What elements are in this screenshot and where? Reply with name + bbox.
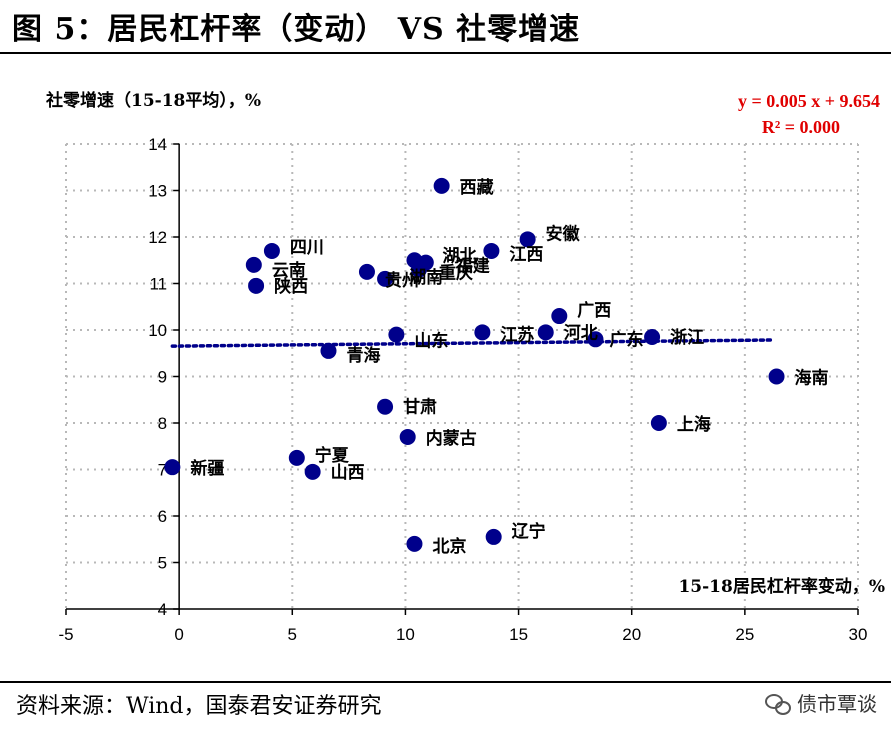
point-label: 安徽	[546, 223, 581, 244]
point-label: 青海	[346, 345, 380, 366]
point-江苏	[474, 324, 491, 341]
point-新疆	[164, 459, 181, 476]
points-layer	[164, 177, 785, 552]
x-tick-label: 10	[396, 625, 415, 644]
y-tick-label: 11	[149, 275, 167, 294]
brand: 债市覃谈	[765, 688, 877, 717]
axes: -5 0 5 10 15 20 25 30 4 5 6 7 8 9 10 11 12 13 14	[58, 135, 867, 644]
y-tick-label: 5	[158, 554, 167, 573]
point-甘肃	[377, 398, 394, 415]
point-label: 云南	[272, 260, 306, 281]
point-江西	[483, 242, 500, 259]
point-label: 湖南	[409, 267, 443, 288]
point-label: 江苏	[500, 324, 534, 345]
point-宁夏	[288, 449, 305, 466]
title-rule	[0, 52, 891, 54]
point-北京	[406, 535, 423, 552]
point-广东	[587, 331, 604, 348]
x-tick-label: 25	[735, 625, 754, 644]
y-tick-label: 7	[158, 461, 167, 480]
point-label: 湖北	[442, 246, 476, 266]
point-重庆	[411, 261, 428, 278]
x-tick-label: -5	[58, 625, 73, 644]
brand-name: 债市覃谈	[797, 692, 877, 716]
point-label: 新疆	[190, 458, 224, 479]
point-云南	[245, 256, 262, 273]
point-label: 浙江	[670, 327, 704, 348]
point-安徽	[519, 231, 536, 248]
point-山东	[388, 326, 405, 343]
trend-equation: y = 0.005 x + 9.654	[738, 91, 880, 111]
point-label: 广东	[610, 329, 644, 350]
point-湖南	[377, 270, 394, 287]
point-label: 内蒙古	[426, 428, 477, 449]
point-label: 河北	[564, 323, 598, 343]
y-tick-label: 6	[158, 507, 167, 526]
x-tick-label: 0	[174, 625, 183, 644]
point-广西	[551, 308, 568, 325]
y-tick-label: 8	[158, 414, 167, 433]
y-axis-label: 社零增速（15-18平均），%	[45, 90, 261, 111]
x-tick-label: 5	[288, 625, 297, 644]
point-label: 北京	[432, 536, 466, 557]
point-label: 上海	[677, 414, 711, 435]
point-辽宁	[485, 528, 502, 545]
trendline-layer	[170, 338, 777, 348]
point-贵州	[358, 263, 375, 280]
x-tick-label: 30	[849, 625, 868, 644]
point-label: 辽宁	[512, 521, 546, 542]
point-label: 宁夏	[315, 445, 350, 466]
point-西藏	[433, 177, 450, 194]
point-内蒙古	[399, 428, 416, 445]
point-label: 福建	[455, 256, 490, 277]
r-squared: R² = 0.000	[762, 117, 840, 137]
y-tick-label: 12	[148, 228, 167, 247]
point-浙江	[644, 328, 661, 345]
x-axis-label: 15-18居民杠杆率变动，%	[678, 576, 885, 597]
figure-title: 图 5：居民杠杆率（变动） VS 社零增速	[12, 12, 581, 47]
point-label: 江西	[509, 245, 543, 265]
y-tick-label: 14	[148, 135, 167, 154]
point-四川	[263, 242, 280, 259]
y-tick-label: 4	[158, 600, 167, 619]
y-tick-label: 9	[158, 368, 167, 387]
y-tick-label: 10	[148, 321, 167, 340]
point-label: 山西	[331, 463, 365, 483]
point-label: 重庆	[439, 263, 473, 284]
grid	[65, 143, 859, 609]
point-label: 陕西	[274, 276, 308, 297]
point-label: 海南	[795, 368, 829, 389]
point-label: 四川	[290, 238, 324, 258]
source-note: 资料来源：Wind，国泰君安证券研究	[16, 694, 382, 719]
point-海南	[768, 368, 785, 385]
point-青海	[320, 342, 337, 359]
point-label: 甘肃	[403, 397, 437, 418]
point-陕西	[248, 277, 265, 294]
footer-rule	[0, 681, 891, 683]
point-label: 西藏	[460, 178, 494, 198]
x-tick-label: 20	[622, 625, 641, 644]
point-label: 山东	[414, 331, 448, 352]
point-河北	[537, 324, 554, 341]
point-label: 贵州	[385, 270, 419, 291]
point-label: 广西	[577, 300, 611, 321]
wechat-icon	[765, 692, 791, 715]
point-山西	[304, 463, 321, 480]
trendline	[170, 338, 777, 348]
x-tick-label: 15	[509, 625, 528, 644]
y-tick-label: 13	[148, 182, 167, 201]
point-上海	[650, 415, 667, 431]
